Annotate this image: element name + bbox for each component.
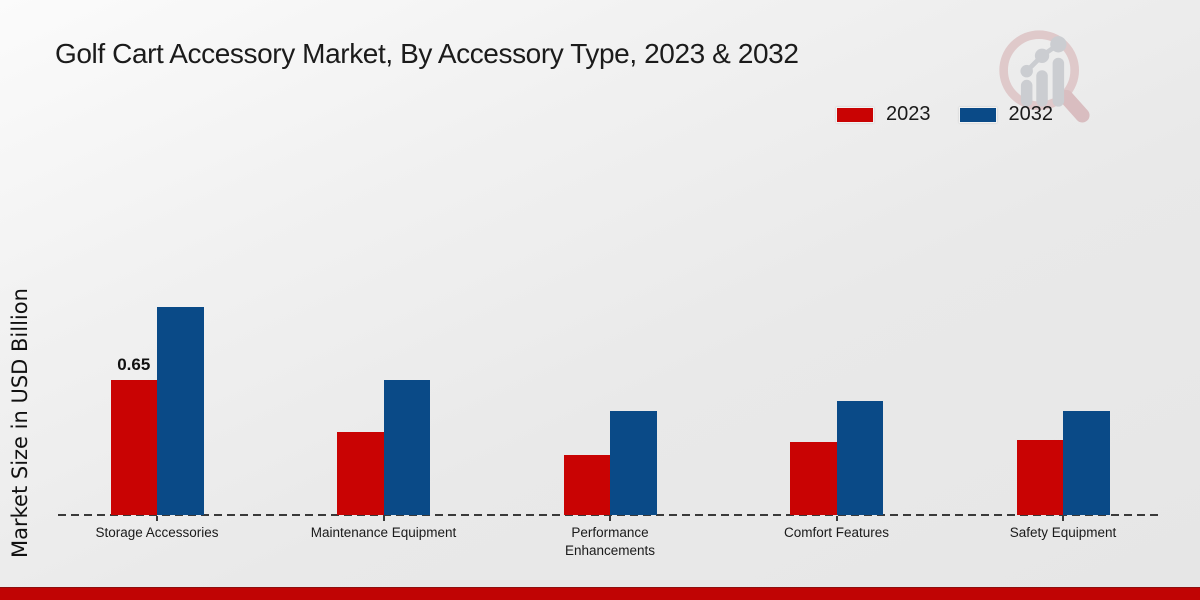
bar-2023-3 [790, 442, 837, 515]
bar-group-1 [337, 265, 430, 515]
legend-item-2032: 2032 [958, 103, 1054, 126]
bar-group-4 [1016, 265, 1110, 515]
x-axis-tick-4 [1062, 516, 1064, 521]
x-axis-tick-1 [382, 516, 385, 521]
x-axis-tick-0 [156, 516, 158, 521]
x-axis-tick-2 [609, 516, 611, 521]
bar-2023-2 [563, 454, 610, 515]
chart-title: Golf Cart Accessory Market, By Accessory… [55, 38, 799, 69]
legend-swatch-2032 [958, 106, 997, 123]
bar-group-0: 0.65 [110, 265, 204, 515]
bar-group-2 [563, 265, 657, 515]
bar-2032-4 [1063, 411, 1110, 515]
bar-2023-0: 0.65 [110, 355, 157, 515]
category-label-2: Performance Enhancements [564, 525, 656, 558]
magnifier-chart-logo-icon [999, 30, 1090, 123]
legend-item-2023: 2023 [836, 103, 931, 126]
bar-2032-1 [383, 380, 430, 515]
category-label-4: Safety Equipment [1009, 525, 1117, 540]
bar-2023-4 [1016, 440, 1063, 515]
x-axis-tick-3 [835, 516, 838, 521]
legend-label-2032: 2032 [1008, 103, 1054, 125]
category-label-0: Storage Accessories [95, 525, 219, 540]
bottom-accent-strip [0, 587, 1200, 600]
legend: 2023 2032 [836, 103, 1053, 126]
y-axis-label: Market Size in USD Billion [8, 288, 32, 558]
x-axis-baseline [58, 514, 1160, 516]
legend-swatch-2023 [836, 106, 874, 123]
category-label-1: Maintenance Equipment [310, 525, 457, 540]
bar-group-3 [790, 265, 883, 515]
category-label-3: Comfort Features [783, 525, 890, 540]
data-label-2023-0: 0.65 [117, 355, 151, 374]
bar-2032-0 [157, 307, 204, 515]
bar-2032-3 [836, 400, 883, 515]
bar-2023-1 [337, 431, 384, 515]
bar-2032-2 [610, 411, 657, 515]
legend-label-2023: 2023 [886, 103, 931, 125]
market-research-logo-watermark [995, 26, 1091, 124]
